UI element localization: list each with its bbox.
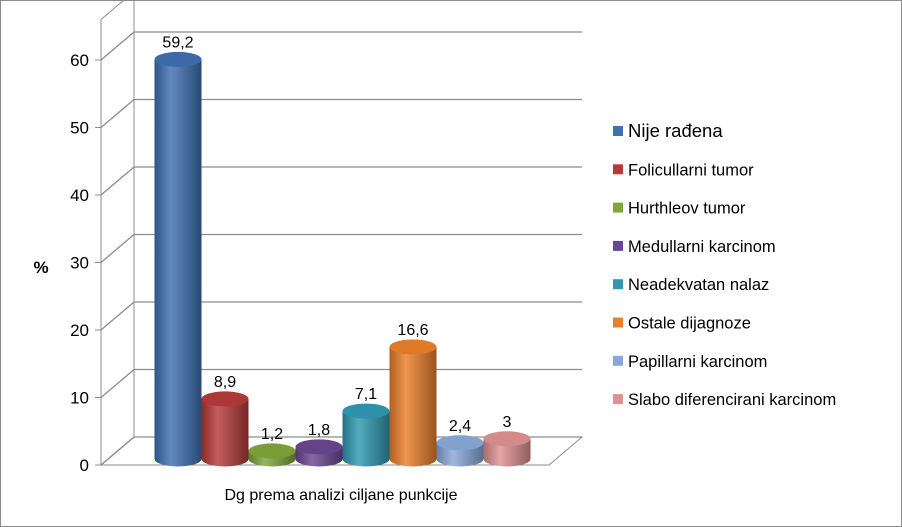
- legend-item: Folicullarni tumor: [613, 161, 754, 179]
- data-label: 16,6: [397, 322, 428, 339]
- bar-top: [342, 403, 390, 419]
- bar-body: [483, 438, 531, 467]
- data-label: 2,4: [449, 418, 471, 435]
- y-tick-label: 60: [70, 51, 89, 70]
- y-tick-label: 20: [70, 321, 89, 340]
- legend-swatch: [613, 126, 623, 136]
- legend-item: Slabo diferencirani karcinom: [613, 391, 836, 409]
- bar: [436, 435, 484, 467]
- legend-swatch: [613, 394, 623, 405]
- legend-label: Neadekvatan nalaz: [628, 276, 769, 294]
- data-label: 3: [503, 414, 512, 431]
- bar-body: [389, 346, 437, 467]
- gridline: [100, 233, 582, 263]
- y-tick-label: 0: [80, 456, 89, 475]
- bar: [295, 439, 343, 467]
- data-label: 7,1: [355, 386, 377, 403]
- gridline: [100, 31, 582, 61]
- gridline: [100, 301, 582, 331]
- data-label: 8,9: [214, 374, 236, 391]
- bar-body: [201, 398, 249, 467]
- legend-item: Hurthleov tumor: [613, 200, 746, 218]
- bar-top: [483, 431, 531, 447]
- legend-label: Hurthleov tumor: [628, 200, 746, 218]
- y-tick-label: 30: [70, 254, 89, 273]
- legend-item: Neadekvatan nalaz: [613, 276, 769, 294]
- legend-swatch: [613, 355, 623, 366]
- bar: [248, 443, 296, 467]
- data-label: 1,8: [308, 422, 330, 439]
- legend-swatch: [613, 164, 623, 175]
- bar-top: [248, 443, 296, 459]
- gridline: [100, 98, 582, 128]
- legend-swatch: [613, 202, 623, 213]
- gridline: [100, 166, 582, 196]
- data-label: 59,2: [162, 34, 193, 51]
- bar-top: [201, 391, 249, 407]
- bar: [483, 431, 531, 467]
- legend-label: Nije rađena: [628, 120, 723, 141]
- legend: Nije rađena Folicullarni tumor Hurthleov t…: [613, 120, 836, 409]
- data-labels: 59,2 8,9 1,2 1,8 7,1 16,6 2,4 3: [162, 34, 512, 443]
- y-tick-label: 10: [70, 389, 89, 408]
- data-label: 1,2: [261, 426, 283, 443]
- bar: [342, 403, 390, 467]
- bar-top: [436, 435, 484, 451]
- side-wall: [100, 1, 135, 467]
- legend-item: Medullarni karcinom: [613, 238, 776, 256]
- legend-swatch: [613, 317, 623, 328]
- y-tick-label: 40: [70, 186, 89, 205]
- y-axis-ticks: 0 10 20 30 40 50 60: [70, 51, 101, 475]
- legend-swatch: [613, 279, 623, 290]
- bar-top: [389, 339, 437, 355]
- legend-item: Nije rađena: [613, 120, 723, 141]
- bar-body: [342, 411, 390, 467]
- bar-body: [154, 59, 202, 467]
- x-axis-category-label: Dg prema analizi ciljane punkcije: [224, 487, 457, 504]
- legend-item: Papillarni karcinom: [613, 353, 767, 371]
- y-tick-label: 50: [70, 119, 89, 138]
- legend-label: Papillarni karcinom: [628, 353, 767, 371]
- legend-label: Slabo diferencirani karcinom: [628, 391, 836, 409]
- bar: [389, 339, 437, 467]
- legend-label: Ostale dijagnoze: [628, 315, 751, 333]
- bar-top: [154, 51, 202, 67]
- bar: [154, 51, 202, 467]
- legend-swatch: [613, 240, 623, 251]
- bar-top: [295, 439, 343, 455]
- legend-item: Ostale dijagnoze: [613, 315, 751, 333]
- legend-label: Folicullarni tumor: [628, 161, 754, 179]
- bars: [154, 51, 531, 467]
- legend-label: Medullarni karcinom: [628, 238, 776, 256]
- bar: [201, 391, 249, 467]
- y-axis-title: %: [33, 258, 48, 277]
